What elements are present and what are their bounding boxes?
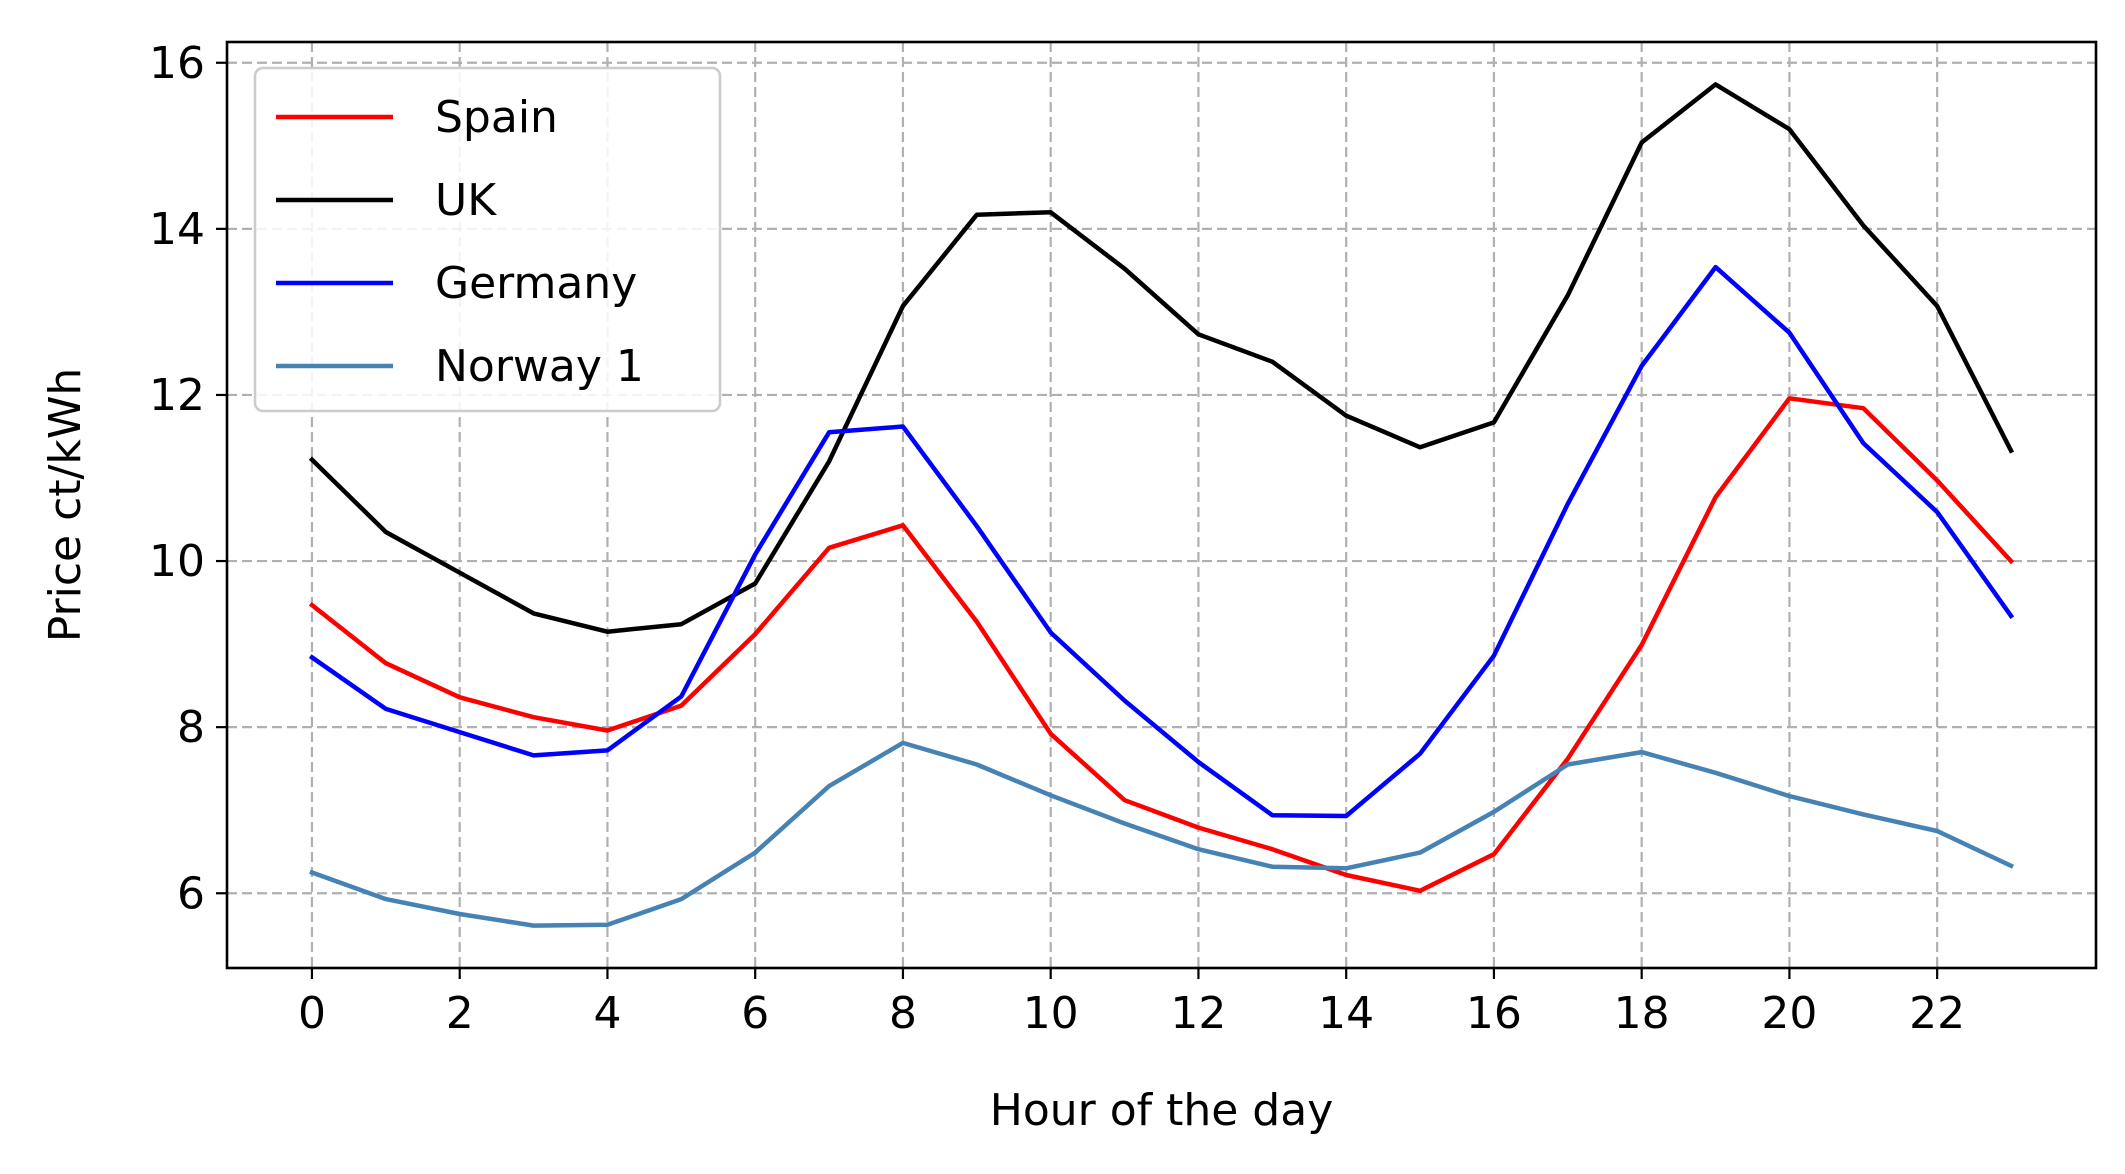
y-tick-label: 6: [177, 868, 205, 919]
axes: 0 2 4 6 8 10 12 14 16 18 20 22 6 8 10 12 14 16 Hour of the…: [40, 38, 2098, 1136]
x-tick-label: 12: [1170, 988, 1226, 1039]
y-tick-label: 12: [149, 370, 205, 421]
y-tick-label: 14: [149, 204, 205, 255]
x-tick-label: 20: [1761, 988, 1817, 1039]
plot-frame: [225, 40, 2098, 970]
legend-box: [253, 66, 722, 413]
x-tick-label: 18: [1614, 988, 1670, 1039]
x-tick-label: 8: [889, 988, 917, 1039]
y-tick-label: 10: [149, 536, 205, 587]
x-tick-label: 4: [593, 988, 621, 1039]
series-line-germany: [308, 264, 2015, 819]
y-tick-label: 16: [149, 38, 205, 89]
series-line-spain: [308, 396, 2015, 894]
x-tick-label: 10: [1023, 988, 1079, 1039]
y-tick-label: 8: [177, 702, 205, 753]
series-line-uk: [308, 82, 2015, 634]
series-lines: [308, 82, 2015, 928]
legend-label-germany: Germany: [435, 258, 637, 309]
x-tick-label: 14: [1318, 988, 1374, 1039]
legend-label-norway-1: Norway 1: [435, 341, 644, 392]
x-axis-label: Hour of the day: [990, 1085, 1334, 1136]
y-axis-label: Price ct/kWh: [40, 368, 91, 642]
x-tick-label: 16: [1466, 988, 1522, 1039]
legend-label-uk: UK: [435, 175, 497, 226]
series-line-norway-1: [309, 740, 2014, 928]
x-tick-label: 6: [741, 988, 769, 1039]
x-tick-label: 0: [298, 988, 326, 1039]
x-tick-label: 22: [1909, 988, 1965, 1039]
x-tick-label: 2: [446, 988, 474, 1039]
legend-label-spain: Spain: [435, 92, 558, 143]
legend: Spain UK Germany Norway 1: [253, 66, 722, 413]
